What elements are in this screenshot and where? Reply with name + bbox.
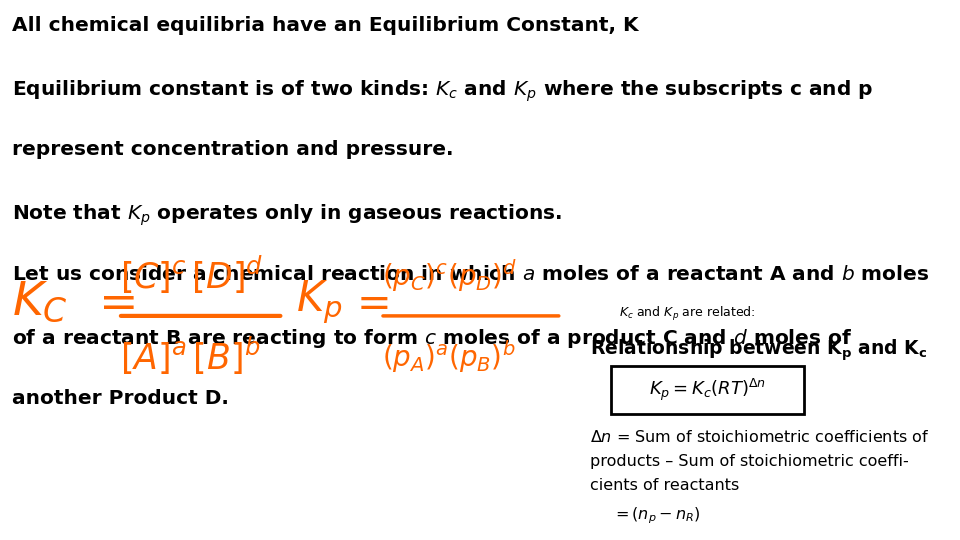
Text: $K_C$: $K_C$ <box>12 280 67 325</box>
Text: products – Sum of stoichiometric coeffi-: products – Sum of stoichiometric coeffi- <box>590 454 909 469</box>
Text: Relationship between $\mathbf{K_p}$ and $\mathbf{K_c}$: Relationship between $\mathbf{K_p}$ and … <box>590 338 927 363</box>
Text: $K_c$ and $K_p$ are related:: $K_c$ and $K_p$ are related: <box>619 305 756 323</box>
Text: represent concentration and pressure.: represent concentration and pressure. <box>12 140 453 159</box>
Text: another Product D.: another Product D. <box>12 389 228 408</box>
Text: cients of reactants: cients of reactants <box>590 478 739 493</box>
Text: All chemical equilibria have an Equilibrium Constant, K: All chemical equilibria have an Equilibr… <box>12 16 638 35</box>
Text: Let us consider a chemical reaction in which $a$ moles of a reactant A and $b$ m: Let us consider a chemical reaction in w… <box>12 265 929 284</box>
Text: $K_p$: $K_p$ <box>296 279 342 326</box>
Text: $= (n_p - n_R)$: $= (n_p - n_R)$ <box>612 505 701 525</box>
Text: Equilibrium constant is of two kinds: $K_c$ and $K_p$ where the subscripts c and: Equilibrium constant is of two kinds: $K… <box>12 78 873 104</box>
Text: $=$: $=$ <box>89 280 135 325</box>
Text: $(p_A)^a(p_B)^b$: $(p_A)^a(p_B)^b$ <box>382 338 516 375</box>
Text: of a reactant B are reacting to form $c$ moles of a product C and $d$ moles of: of a reactant B are reacting to form $c$… <box>12 327 852 350</box>
Text: $K_p = K_c (RT)^{\Delta n}$: $K_p = K_c (RT)^{\Delta n}$ <box>649 377 766 403</box>
Text: $[A]^a\,[B]^b$: $[A]^a\,[B]^b$ <box>120 335 260 377</box>
FancyBboxPatch shape <box>611 366 804 414</box>
Text: Note that $K_p$ operates only in gaseous reactions.: Note that $K_p$ operates only in gaseous… <box>12 202 562 228</box>
Text: $(p_C)^c(p_D)^d$: $(p_C)^c(p_D)^d$ <box>382 257 517 294</box>
Text: $[C]^c\,[D]^d$: $[C]^c\,[D]^d$ <box>120 254 263 296</box>
Text: $\Delta n$ = Sum of stoichiometric coefficients of: $\Delta n$ = Sum of stoichiometric coeff… <box>590 429 930 445</box>
Text: $=$: $=$ <box>348 281 388 323</box>
